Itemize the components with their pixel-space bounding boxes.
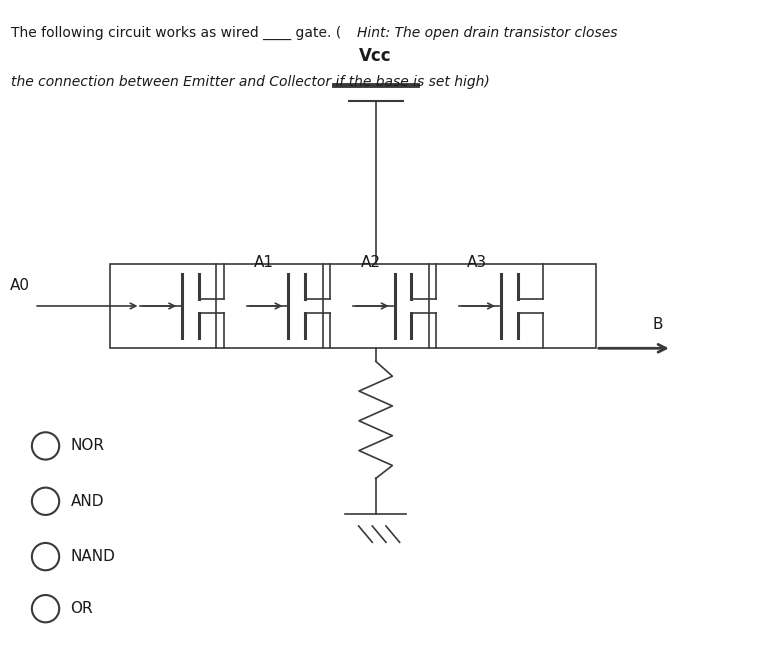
Text: B: B — [653, 317, 663, 332]
Bar — [110, 264, 596, 348]
Text: Hint: The open drain transistor closes: Hint: The open drain transistor closes — [357, 26, 617, 40]
Text: The following circuit works as wired ____ gate. (: The following circuit works as wired ___… — [11, 26, 342, 40]
Text: A0: A0 — [11, 278, 30, 293]
Text: OR: OR — [71, 601, 93, 616]
Text: NOR: NOR — [71, 438, 105, 454]
Text: A2: A2 — [361, 255, 380, 270]
Text: A1: A1 — [254, 255, 274, 270]
Text: NAND: NAND — [71, 549, 115, 564]
Text: A3: A3 — [467, 255, 487, 270]
Text: AND: AND — [71, 493, 104, 509]
Text: Vcc: Vcc — [360, 47, 392, 65]
Text: the connection between Emitter and Collector if the base is set high): the connection between Emitter and Colle… — [11, 75, 490, 89]
